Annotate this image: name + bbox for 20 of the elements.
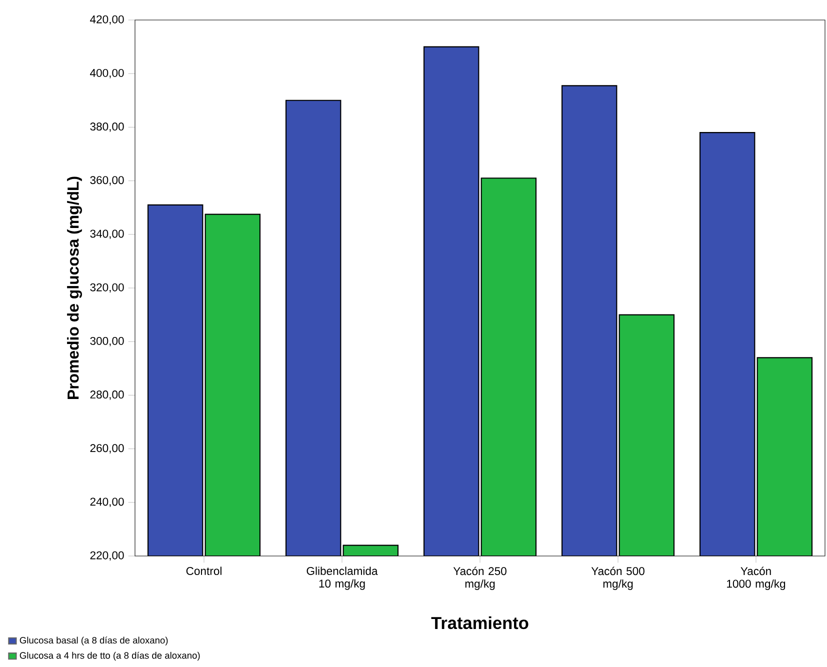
y-tick-label: 380,00: [90, 122, 124, 132]
y-tick-label: 320,00: [90, 283, 124, 293]
y-tick-label: 260,00: [90, 444, 124, 454]
x-tick-label: Control: [186, 566, 222, 575]
y-tick-label: 360,00: [90, 176, 124, 186]
y-tick-label: 300,00: [90, 336, 124, 346]
y-tick-label: 340,00: [90, 230, 124, 240]
x-axis-title: Tratamiento: [431, 616, 528, 630]
x-tick-label: Yacón 500 mg/kg: [591, 566, 644, 590]
y-tick-label: 280,00: [90, 390, 124, 400]
x-tick-label: Yacón 250 mg/kg: [453, 566, 506, 590]
y-tick-label: 400,00: [90, 68, 124, 78]
legend-label: Glucosa a 4 hrs de tto (a 8 días de aloxano): [20, 652, 200, 661]
y-tick-label: 220,00: [90, 551, 124, 561]
y-tick-label: 420,00: [90, 15, 124, 25]
x-tick-label: Yacón 1000 mg/kg: [727, 566, 786, 590]
y-axis-title: Promedio de glucosa (mg/dL): [67, 176, 82, 399]
x-tick-label: Glibenclamida 10 mg/kg: [306, 566, 378, 590]
y-tick-label: 240,00: [90, 498, 124, 508]
legend-label: Glucosa basal (a 8 días de aloxano): [20, 636, 168, 646]
